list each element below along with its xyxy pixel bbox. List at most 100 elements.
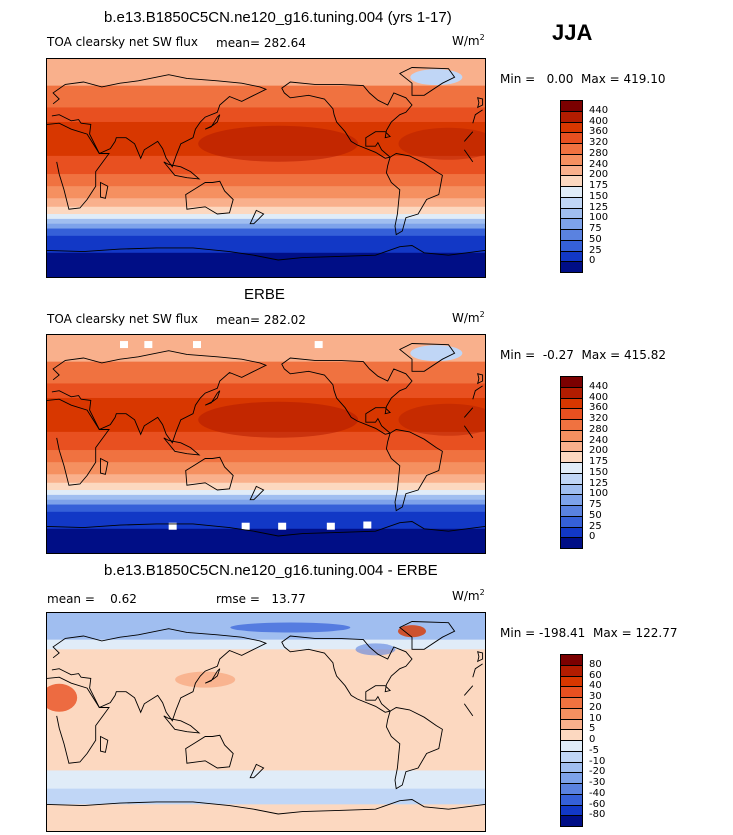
- latitude-band: [47, 59, 485, 87]
- latitude-band: [47, 639, 485, 650]
- coastline-samerica: [385, 153, 443, 236]
- latitude-band: [47, 462, 485, 475]
- colorbar-tick-label: 440: [589, 380, 609, 392]
- coastline-antarctic: [47, 799, 485, 815]
- latitude-band: [47, 223, 485, 230]
- coastline-greenland: [398, 621, 456, 650]
- latitude-band: [47, 186, 485, 199]
- coastline-namerica: [281, 357, 413, 435]
- latitude-band: [47, 252, 485, 277]
- sahara-difference-region: [47, 683, 78, 712]
- asia-difference-region: [175, 671, 236, 688]
- colorbar-tick-label: 440: [589, 104, 609, 116]
- panel-1-title: b.e13.B1850C5CN.ne120_g16.tuning.004 (yr…: [104, 9, 452, 26]
- colorbar-tick-label: 25: [589, 244, 602, 256]
- colorbar-tick-label: -5: [589, 744, 599, 756]
- colorbar-tick-label: 200: [589, 445, 609, 457]
- missing-data-cell: [120, 341, 128, 349]
- panel-3-mean-label: mean =: [47, 592, 95, 606]
- colorbar-tick-label: 0: [589, 531, 596, 543]
- colorbar-tick-label: -80: [589, 809, 606, 821]
- panel-1-mean-value: 282.64: [263, 36, 306, 50]
- latitude-band: [47, 499, 485, 506]
- missing-data-cell: [193, 341, 201, 349]
- panel-3-map-svg: [47, 613, 485, 831]
- coastline-britain: [477, 651, 484, 663]
- coastline-britain: [477, 97, 484, 109]
- latitude-band: [47, 228, 485, 237]
- missing-data-cell: [241, 522, 250, 530]
- latitude-band: [47, 107, 485, 123]
- subtropical-high-region: [398, 127, 485, 160]
- coastline-indonesia: [163, 437, 201, 456]
- latitude-band: [47, 490, 485, 496]
- panel-1-minmax: Min = 0.00 Max = 419.10: [500, 72, 666, 86]
- latitude-band: [47, 528, 485, 553]
- coastline-madagascar: [100, 735, 109, 753]
- colorbar-tick-label: 240: [589, 158, 609, 170]
- panel-2-mean-label: mean=: [216, 313, 261, 327]
- subtropical-high-region: [198, 125, 359, 162]
- panel-3-rmse-value: 13.77: [271, 592, 306, 606]
- coastline-indonesia: [163, 715, 201, 734]
- colorbar-tick-label: 0: [589, 255, 596, 267]
- latitude-band: [47, 511, 485, 530]
- latitude-band: [47, 804, 485, 831]
- panel-1-map: [46, 58, 486, 278]
- panel-3-title: b.e13.B1850C5CN.ne120_g16.tuning.004 - E…: [104, 562, 438, 579]
- latitude-band: [47, 482, 485, 491]
- colorbar-tick-label: -20: [589, 766, 606, 778]
- colorbar-tick-label: 360: [589, 126, 609, 138]
- coastline-japan: [205, 390, 221, 406]
- coastline-australia: [185, 180, 234, 215]
- panel-3-map: [46, 612, 486, 832]
- latitude-band: [47, 335, 485, 363]
- colorbar-tick-label: -60: [589, 798, 606, 810]
- panel-3-max-label: Max =: [592, 626, 632, 640]
- panel-1-map-svg: [47, 59, 485, 277]
- panel-2-max-value: 415.82: [624, 348, 667, 362]
- panel-3-rmse: rmse = 13.77: [216, 592, 306, 606]
- panel-3-mean-value: 0.62: [110, 592, 137, 606]
- coastline-madagascar: [100, 181, 109, 199]
- coastline-japan: [205, 668, 221, 684]
- coastline-greenland: [398, 343, 456, 372]
- coastline-africa: [47, 398, 474, 486]
- panel-2-min-value: -0.27: [542, 348, 574, 362]
- panel-3-colorbar: 80 60 40 30 20 10 5 0 -5 -10 -20 -30 -40 -60 -80: [560, 654, 620, 827]
- panel-2-units: W/m2: [452, 310, 485, 325]
- colorbar-tick-label: 80: [589, 658, 602, 670]
- latitude-band: [47, 214, 485, 220]
- latitude-band: [47, 218, 485, 225]
- colorbar-tick-label: 150: [589, 190, 609, 202]
- colorbar-tick-label: 400: [589, 115, 609, 127]
- colorbar-tick-label: 75: [589, 499, 602, 510]
- coastline-antarctic: [47, 521, 485, 537]
- panel-1-max-value: 419.10: [623, 72, 666, 86]
- colorbar-tick-label: 280: [589, 423, 609, 435]
- colorbar-tick-label: 200: [589, 169, 609, 181]
- missing-data-cell: [363, 521, 372, 529]
- panel-3-min-label: Min =: [500, 626, 536, 640]
- panel-2-title: ERBE: [244, 286, 285, 303]
- season-label: JJA: [552, 20, 593, 45]
- latitude-band: [47, 649, 485, 771]
- colorbar-tick-label: 280: [589, 147, 609, 159]
- latitude-band: [47, 85, 485, 108]
- missing-data-cell: [144, 341, 153, 349]
- latitude-band: [47, 504, 485, 513]
- panel-2-units-exp: 2: [479, 310, 485, 319]
- panel-2-minmax: Min = -0.27 Max = 415.82: [500, 348, 666, 362]
- latitude-band: [47, 450, 485, 463]
- panel-2-map-svg: [47, 335, 485, 553]
- colorbar-tick-label: 100: [589, 488, 609, 500]
- coastline-indonesia: [163, 161, 201, 180]
- colorbar-tick-label: 50: [589, 233, 602, 245]
- coastline-australia: [185, 734, 234, 769]
- coastline-australia: [185, 456, 234, 491]
- panel-1-min-value: 0.00: [546, 72, 574, 86]
- panel-1-variable: TOA clearsky net SW flux: [47, 35, 198, 49]
- colorbar-tick-label: 320: [589, 413, 609, 424]
- latitude-band: [47, 361, 485, 384]
- coastline-antarctic: [47, 245, 485, 261]
